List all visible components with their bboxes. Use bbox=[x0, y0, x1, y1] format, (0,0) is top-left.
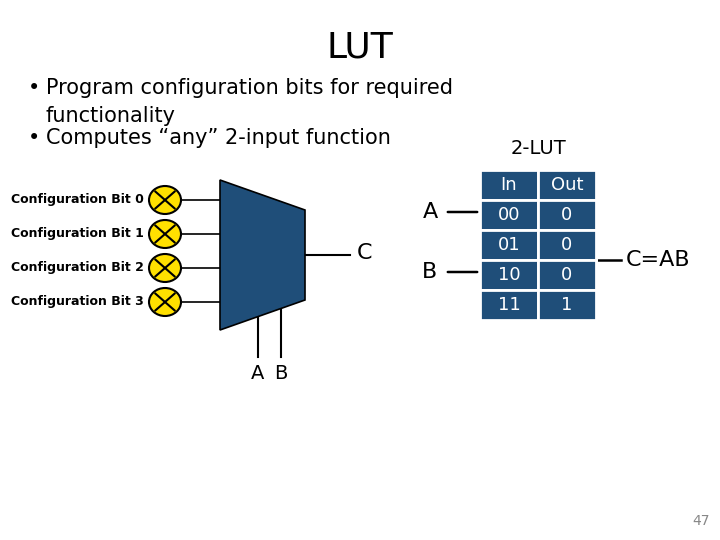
Text: B: B bbox=[423, 262, 438, 282]
Ellipse shape bbox=[149, 288, 181, 316]
Ellipse shape bbox=[149, 186, 181, 214]
Text: Program configuration bits for required
functionality: Program configuration bits for required … bbox=[46, 78, 453, 126]
Text: Configuration Bit 0: Configuration Bit 0 bbox=[11, 193, 144, 206]
Text: 00: 00 bbox=[498, 206, 521, 224]
Text: 0: 0 bbox=[562, 206, 572, 224]
Text: LUT: LUT bbox=[327, 30, 393, 64]
Text: Configuration Bit 1: Configuration Bit 1 bbox=[11, 227, 144, 240]
Bar bbox=[538, 170, 596, 200]
Text: C: C bbox=[357, 243, 372, 263]
Text: In: In bbox=[500, 176, 517, 194]
Bar bbox=[538, 230, 596, 260]
Ellipse shape bbox=[149, 220, 181, 248]
Text: 1: 1 bbox=[562, 296, 572, 314]
Text: C=AB: C=AB bbox=[626, 250, 690, 270]
Bar bbox=[538, 260, 596, 290]
Text: 2-LUT: 2-LUT bbox=[510, 138, 566, 158]
Bar bbox=[538, 200, 596, 230]
Bar bbox=[538, 290, 596, 320]
Text: 11: 11 bbox=[498, 296, 521, 314]
Bar bbox=[480, 170, 538, 200]
Text: Out: Out bbox=[551, 176, 583, 194]
Text: 0: 0 bbox=[562, 266, 572, 284]
Bar bbox=[480, 290, 538, 320]
Text: •: • bbox=[28, 78, 40, 98]
Bar bbox=[480, 260, 538, 290]
Text: Configuration Bit 2: Configuration Bit 2 bbox=[11, 261, 144, 274]
Text: •: • bbox=[28, 128, 40, 148]
Text: A: A bbox=[251, 364, 265, 383]
Ellipse shape bbox=[149, 254, 181, 282]
Text: Computes “any” 2-input function: Computes “any” 2-input function bbox=[46, 128, 391, 148]
Text: B: B bbox=[274, 364, 288, 383]
Bar bbox=[480, 200, 538, 230]
Text: A: A bbox=[423, 202, 438, 222]
Text: 47: 47 bbox=[693, 514, 710, 528]
Bar bbox=[480, 230, 538, 260]
Text: 01: 01 bbox=[498, 236, 521, 254]
Text: 0: 0 bbox=[562, 236, 572, 254]
Polygon shape bbox=[220, 180, 305, 330]
Text: 10: 10 bbox=[498, 266, 521, 284]
Text: Configuration Bit 3: Configuration Bit 3 bbox=[12, 295, 144, 308]
